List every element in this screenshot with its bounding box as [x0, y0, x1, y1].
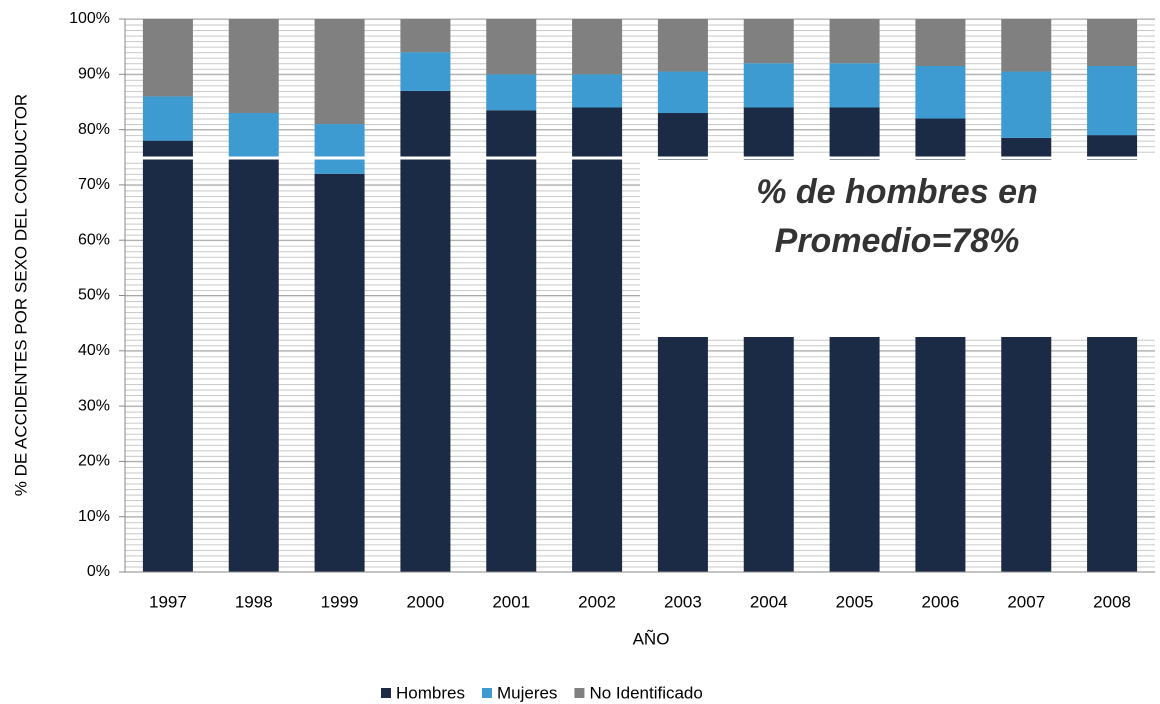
bar-segment: [572, 107, 623, 572]
legend-swatch: [574, 688, 585, 698]
legend-swatch: [381, 688, 391, 698]
bar-segment: [1001, 19, 1052, 72]
x-tick-label: 2004: [750, 592, 788, 611]
y-tick-label: 70%: [78, 176, 110, 193]
x-tick-label: 2003: [664, 592, 702, 611]
legend-swatch: [481, 688, 492, 698]
bar-segment: [314, 124, 365, 174]
bar-segment: [142, 140, 193, 572]
bar-segment: [400, 19, 451, 53]
bar-segment: [486, 74, 537, 111]
bar-segment: [1087, 19, 1138, 67]
bar-segment: [228, 157, 279, 572]
bar-segment: [142, 96, 193, 141]
x-axis-label: AÑO: [633, 629, 670, 648]
bar-segment: [1087, 66, 1138, 136]
bar-segment: [1001, 71, 1052, 138]
y-tick-label: 50%: [78, 287, 110, 304]
bar-segment: [915, 19, 966, 67]
y-tick-label: 0%: [87, 563, 110, 580]
y-tick-label: 100%: [69, 10, 110, 27]
bar-segment: [486, 19, 537, 75]
y-tick-label: 20%: [78, 453, 110, 470]
x-tick-label: 2007: [1007, 592, 1045, 611]
y-tick-label: 40%: [78, 342, 110, 359]
bar-segment: [486, 110, 537, 573]
x-tick-label: 2006: [922, 592, 960, 611]
legend-label: No Identificado: [589, 683, 702, 702]
bar-segment: [314, 173, 365, 572]
y-tick-label: 90%: [78, 66, 110, 83]
x-tick-label: 2000: [407, 592, 445, 611]
y-tick-label: 80%: [78, 121, 110, 138]
x-tick-label: 1997: [149, 592, 187, 611]
bar-segment: [142, 19, 193, 97]
y-tick-label: 30%: [78, 397, 110, 414]
bar-segment: [400, 52, 451, 91]
bar-segment: [314, 19, 365, 125]
legend-label: Mujeres: [497, 683, 557, 702]
legend-label: Hombres: [396, 683, 465, 702]
bar-segment: [572, 74, 623, 108]
bar-segment: [400, 90, 451, 572]
annotation-line: % de hombres en: [756, 173, 1038, 211]
bar-segment: [228, 113, 279, 158]
bar-segment: [657, 71, 708, 114]
x-tick-label: 1998: [235, 592, 273, 611]
bar-segment: [915, 66, 966, 119]
x-tick-label: 2001: [492, 592, 530, 611]
x-tick-label: 1999: [321, 592, 359, 611]
bar-segment: [743, 63, 794, 108]
bar-segment: [743, 19, 794, 64]
bar-segment: [657, 19, 708, 72]
bar-segment: [572, 19, 623, 75]
bar-segment: [829, 63, 880, 108]
annotation-box: [640, 160, 1155, 337]
x-tick-label: 2008: [1093, 592, 1131, 611]
x-tick-label: 2002: [578, 592, 616, 611]
annotation-line: Promedio=78%: [775, 222, 1020, 260]
bar-segment: [829, 19, 880, 64]
y-axis-label: % DE ACCIDENTES POR SEXO DEL CONDUCTOR: [11, 94, 30, 496]
y-tick-label: 60%: [78, 231, 110, 248]
bar-segment: [228, 19, 279, 114]
y-tick-label: 10%: [78, 508, 110, 525]
x-tick-label: 2005: [836, 592, 874, 611]
